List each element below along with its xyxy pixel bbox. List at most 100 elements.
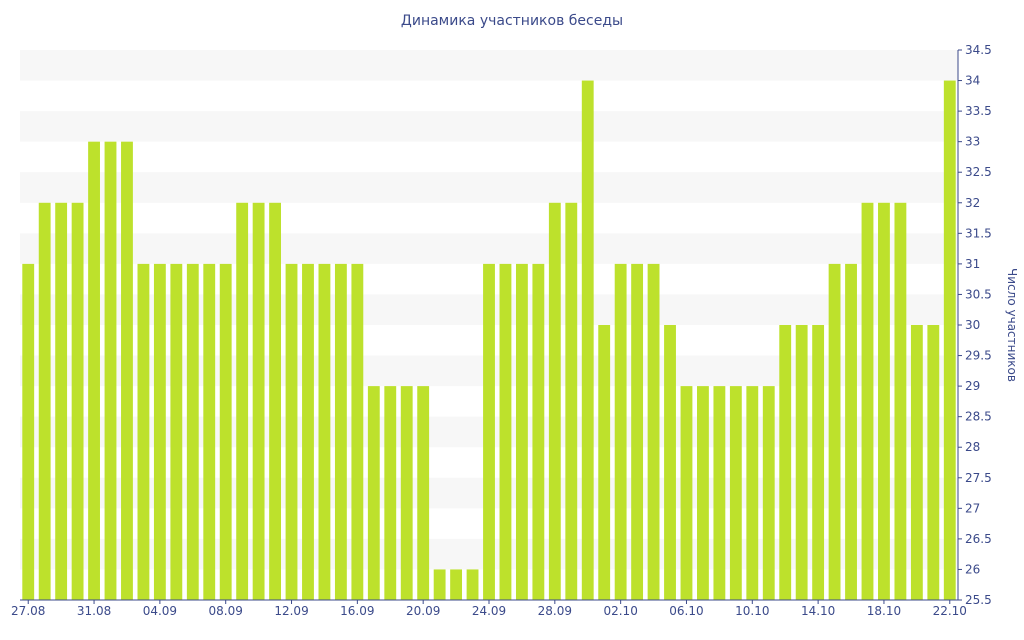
x-tick-label: 10.10: [735, 604, 769, 618]
x-tick-label: 20.09: [406, 604, 440, 618]
bar: [483, 263, 495, 600]
bar: [367, 386, 380, 600]
bar: [252, 202, 265, 600]
x-tick-label: 14.10: [801, 604, 835, 618]
x-tick-label: 12.09: [274, 604, 308, 618]
y-tick-label: 31.5: [965, 226, 992, 240]
bar: [614, 263, 627, 600]
y-tick-label: 27.5: [965, 471, 992, 485]
bar: [779, 325, 792, 600]
x-tick-label: 18.10: [867, 604, 901, 618]
bar: [137, 263, 150, 600]
grid-band: [20, 172, 958, 203]
x-axis: 27.08 31.08 04.09 08.09 12.09 16.09 20.09 24.09…: [11, 599, 967, 618]
bar: [417, 386, 430, 600]
bar: [285, 263, 298, 600]
bar: [647, 263, 660, 600]
bar: [697, 386, 709, 600]
bar: [746, 386, 759, 600]
y-tick-label: 32.5: [965, 165, 992, 179]
x-tick-label: 24.09: [472, 604, 506, 618]
bar: [269, 202, 281, 600]
bar: [71, 202, 84, 600]
bar: [38, 202, 51, 600]
bar: [88, 141, 100, 601]
bar: [186, 263, 199, 600]
bar: [203, 263, 216, 600]
bar: [713, 386, 726, 600]
bar: [153, 263, 166, 600]
y-axis: 25.5 26 26.5 27 27.5 28 28.5 29 29.5 30 30.5 31 31.5…: [957, 43, 992, 607]
x-tick-label: 31.08: [77, 604, 111, 618]
y-tick-label: 26: [965, 562, 980, 576]
bar: [680, 386, 693, 600]
bar: [664, 325, 676, 600]
bar: [845, 263, 857, 600]
bar: [828, 263, 841, 600]
bar: [433, 569, 446, 600]
x-tick-label: 02.10: [603, 604, 637, 618]
y-tick-label: 33.5: [965, 104, 992, 118]
y-tick-label: 31: [965, 257, 980, 271]
bar: [878, 202, 890, 600]
bar: [318, 263, 331, 600]
bar: [104, 141, 117, 601]
bar: [351, 263, 364, 600]
bar: [927, 325, 940, 600]
bar: [581, 80, 594, 600]
bar: [631, 263, 644, 600]
bar: [466, 569, 479, 600]
x-tick-label: 08.09: [209, 604, 243, 618]
bar: [943, 80, 956, 600]
bars: [22, 80, 956, 601]
bar: [910, 325, 923, 600]
grid-band: [20, 50, 958, 81]
y-tick-label: 28: [965, 440, 980, 454]
bar: [795, 325, 808, 600]
x-tick-label: 06.10: [669, 604, 703, 618]
bar: [729, 386, 742, 600]
y-tick-label: 32: [965, 196, 980, 210]
y-tick-label: 34.5: [965, 43, 992, 57]
bar: [515, 263, 528, 600]
y-tick-label: 28.5: [965, 410, 992, 424]
bar: [22, 263, 35, 600]
bar: [334, 263, 347, 600]
bar: [565, 202, 578, 600]
bar: [532, 263, 545, 600]
bar: [894, 202, 907, 600]
chart-title: Динамика участников беседы: [400, 13, 624, 29]
bar: [598, 325, 611, 600]
bar: [548, 202, 561, 600]
bar: [219, 263, 232, 600]
x-tick-label: 27.08: [11, 604, 45, 618]
bar: [812, 325, 825, 600]
bar: [384, 386, 397, 600]
x-tick-label: 04.09: [143, 604, 177, 618]
bar: [121, 141, 133, 601]
y-tick-label: 33: [965, 135, 980, 149]
bar: [302, 263, 314, 600]
grid-band: [20, 111, 958, 142]
y-tick-label: 29: [965, 379, 980, 393]
y-axis-title: Число участников: [1005, 268, 1019, 382]
bar: [450, 569, 463, 600]
bar: [762, 386, 775, 600]
x-tick-label: 16.09: [340, 604, 374, 618]
x-tick-label: 22.10: [933, 604, 967, 618]
y-tick-label: 30: [965, 318, 980, 332]
bar: [170, 263, 183, 600]
bar: [236, 202, 249, 600]
y-tick-label: 29.5: [965, 349, 992, 363]
bar: [55, 202, 68, 600]
y-tick-label: 30.5: [965, 287, 992, 301]
y-tick-label: 26.5: [965, 532, 992, 546]
y-tick-label: 27: [965, 501, 980, 515]
y-tick-label: 25.5: [965, 593, 992, 607]
y-tick-label: 34: [965, 74, 980, 88]
x-tick-label: 28.09: [538, 604, 572, 618]
grid-band: [20, 233, 958, 264]
bar: [861, 202, 874, 600]
bar: [400, 386, 413, 600]
